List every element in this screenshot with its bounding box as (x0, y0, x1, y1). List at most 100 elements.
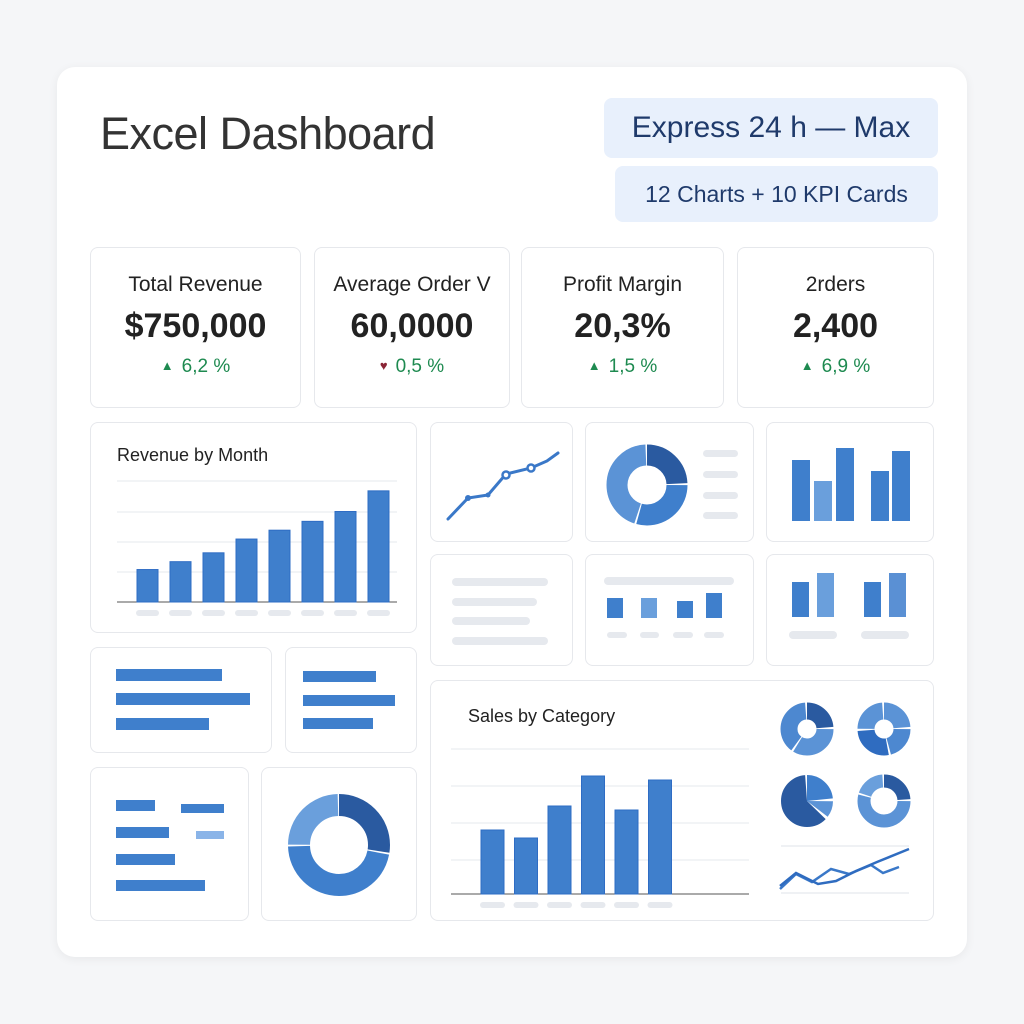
kpi-change: ▲ 1,5 % (522, 356, 723, 378)
bar (614, 809, 639, 895)
mini-bar-card (766, 422, 934, 542)
kpi-label: Profit Margin (562, 273, 683, 296)
legend-placeholder (703, 492, 738, 499)
bar (547, 805, 572, 895)
mini-column-card (585, 554, 754, 666)
kpi-change-value: 0,5 % (395, 356, 445, 377)
kpi-value: 20,3% (574, 307, 671, 345)
mini-grouped-bar-chart (789, 573, 909, 639)
donut-chart (288, 794, 390, 896)
bar (871, 471, 889, 521)
point (465, 495, 471, 501)
mini-column-chart (604, 577, 734, 638)
text-placeholder-card (430, 554, 573, 666)
kpi-card: 2rders 2,400 ▲ 6,9 % (737, 247, 934, 408)
slice (857, 774, 911, 828)
line-series (779, 847, 910, 887)
x-tick-label-placeholder (268, 610, 291, 616)
slice (780, 702, 834, 756)
bar (116, 669, 222, 681)
mini-donut-chart (606, 444, 738, 526)
slice (781, 775, 833, 827)
mini-bar-chart (792, 448, 910, 521)
x-tick-label-placeholder (136, 610, 159, 616)
bar (792, 582, 809, 617)
bar (677, 601, 693, 618)
bar (116, 718, 209, 730)
x-tick-label-placeholder (580, 902, 606, 908)
kpi-value: 60,0000 (350, 307, 474, 345)
kpi-change: ▲ 6,2 % (91, 356, 300, 378)
bar (367, 490, 390, 603)
kpi-change: ♥ 0,5 % (315, 356, 509, 378)
x-tick-label-placeholder (169, 610, 192, 616)
donut-card (261, 767, 417, 921)
bar (581, 775, 605, 895)
bar (792, 460, 810, 521)
horizontal-bar-chart (303, 671, 395, 729)
kpi-label: Average Order V (333, 273, 491, 296)
bar (116, 854, 175, 865)
kpi-change-value: 1,5 % (608, 356, 658, 377)
bar (648, 779, 672, 895)
legend-placeholder (703, 450, 738, 457)
bar (817, 573, 834, 617)
x-tick-label-placeholder (235, 610, 258, 616)
mini-line-chart (446, 451, 560, 521)
x-tick-label-placeholder (334, 610, 357, 616)
bar (334, 511, 357, 603)
mini-pie-charts (779, 702, 911, 894)
point (526, 463, 536, 473)
bar (196, 831, 224, 839)
kpi-card: Average Order V 60,0000 ♥ 0,5 % (314, 247, 510, 408)
slice (606, 444, 688, 526)
bar (836, 448, 854, 521)
slice (606, 444, 688, 526)
slice (780, 702, 834, 756)
line-series (446, 451, 560, 521)
bar (301, 520, 324, 603)
bar (864, 582, 881, 617)
x-tick-label-placeholder (513, 902, 539, 908)
kpi-value: 2,400 (792, 307, 879, 345)
chart-title: Sales by Category (468, 706, 616, 726)
slice (606, 444, 688, 526)
revenue-by-month-card: Revenue by Month (90, 422, 417, 633)
slice (781, 775, 833, 827)
slice (780, 702, 834, 756)
kpi-label: Total Revenue (128, 273, 263, 296)
point (501, 470, 511, 480)
bar (514, 837, 538, 895)
bar (706, 593, 722, 618)
chart-title: Revenue by Month (117, 445, 269, 465)
bar (116, 880, 205, 891)
mini-line-chart-card (430, 422, 573, 542)
triangle-up-icon: ▲ (160, 358, 174, 373)
kpi-value: $750,000 (124, 307, 267, 345)
sales-by-category-chart (451, 748, 749, 908)
horizontal-bar-card (90, 647, 272, 753)
line-series (779, 863, 900, 890)
bar (268, 529, 291, 603)
kpi-card: Profit Margin 20,3% ▲ 1,5 % (521, 247, 724, 408)
x-tick-label-placeholder (367, 610, 390, 616)
bar (607, 598, 623, 618)
triangle-up-icon: ▲ (587, 358, 601, 373)
revenue-by-month-chart (117, 480, 397, 616)
triangle-up-icon: ▲ (800, 358, 814, 373)
x-tick-label-placeholder (202, 610, 225, 616)
bar (116, 827, 169, 838)
sales-by-category-card: Sales by Category (430, 680, 934, 921)
kpi-change: ▲ 6,9 % (738, 356, 933, 378)
slice (857, 774, 911, 828)
kpi-card: Total Revenue $750,000 ▲ 6,2 % (90, 247, 301, 408)
bar (814, 481, 832, 521)
bar (116, 800, 155, 811)
mini-donut-card (585, 422, 754, 542)
kpi-change-value: 6,9 % (821, 356, 871, 377)
bar (181, 804, 224, 813)
features-badge: 12 Charts + 10 KPI Cards (615, 166, 938, 222)
mini-grouped-bar-card (766, 554, 934, 666)
bar (169, 561, 192, 603)
kpi-change-value: 6,2 % (181, 356, 231, 377)
